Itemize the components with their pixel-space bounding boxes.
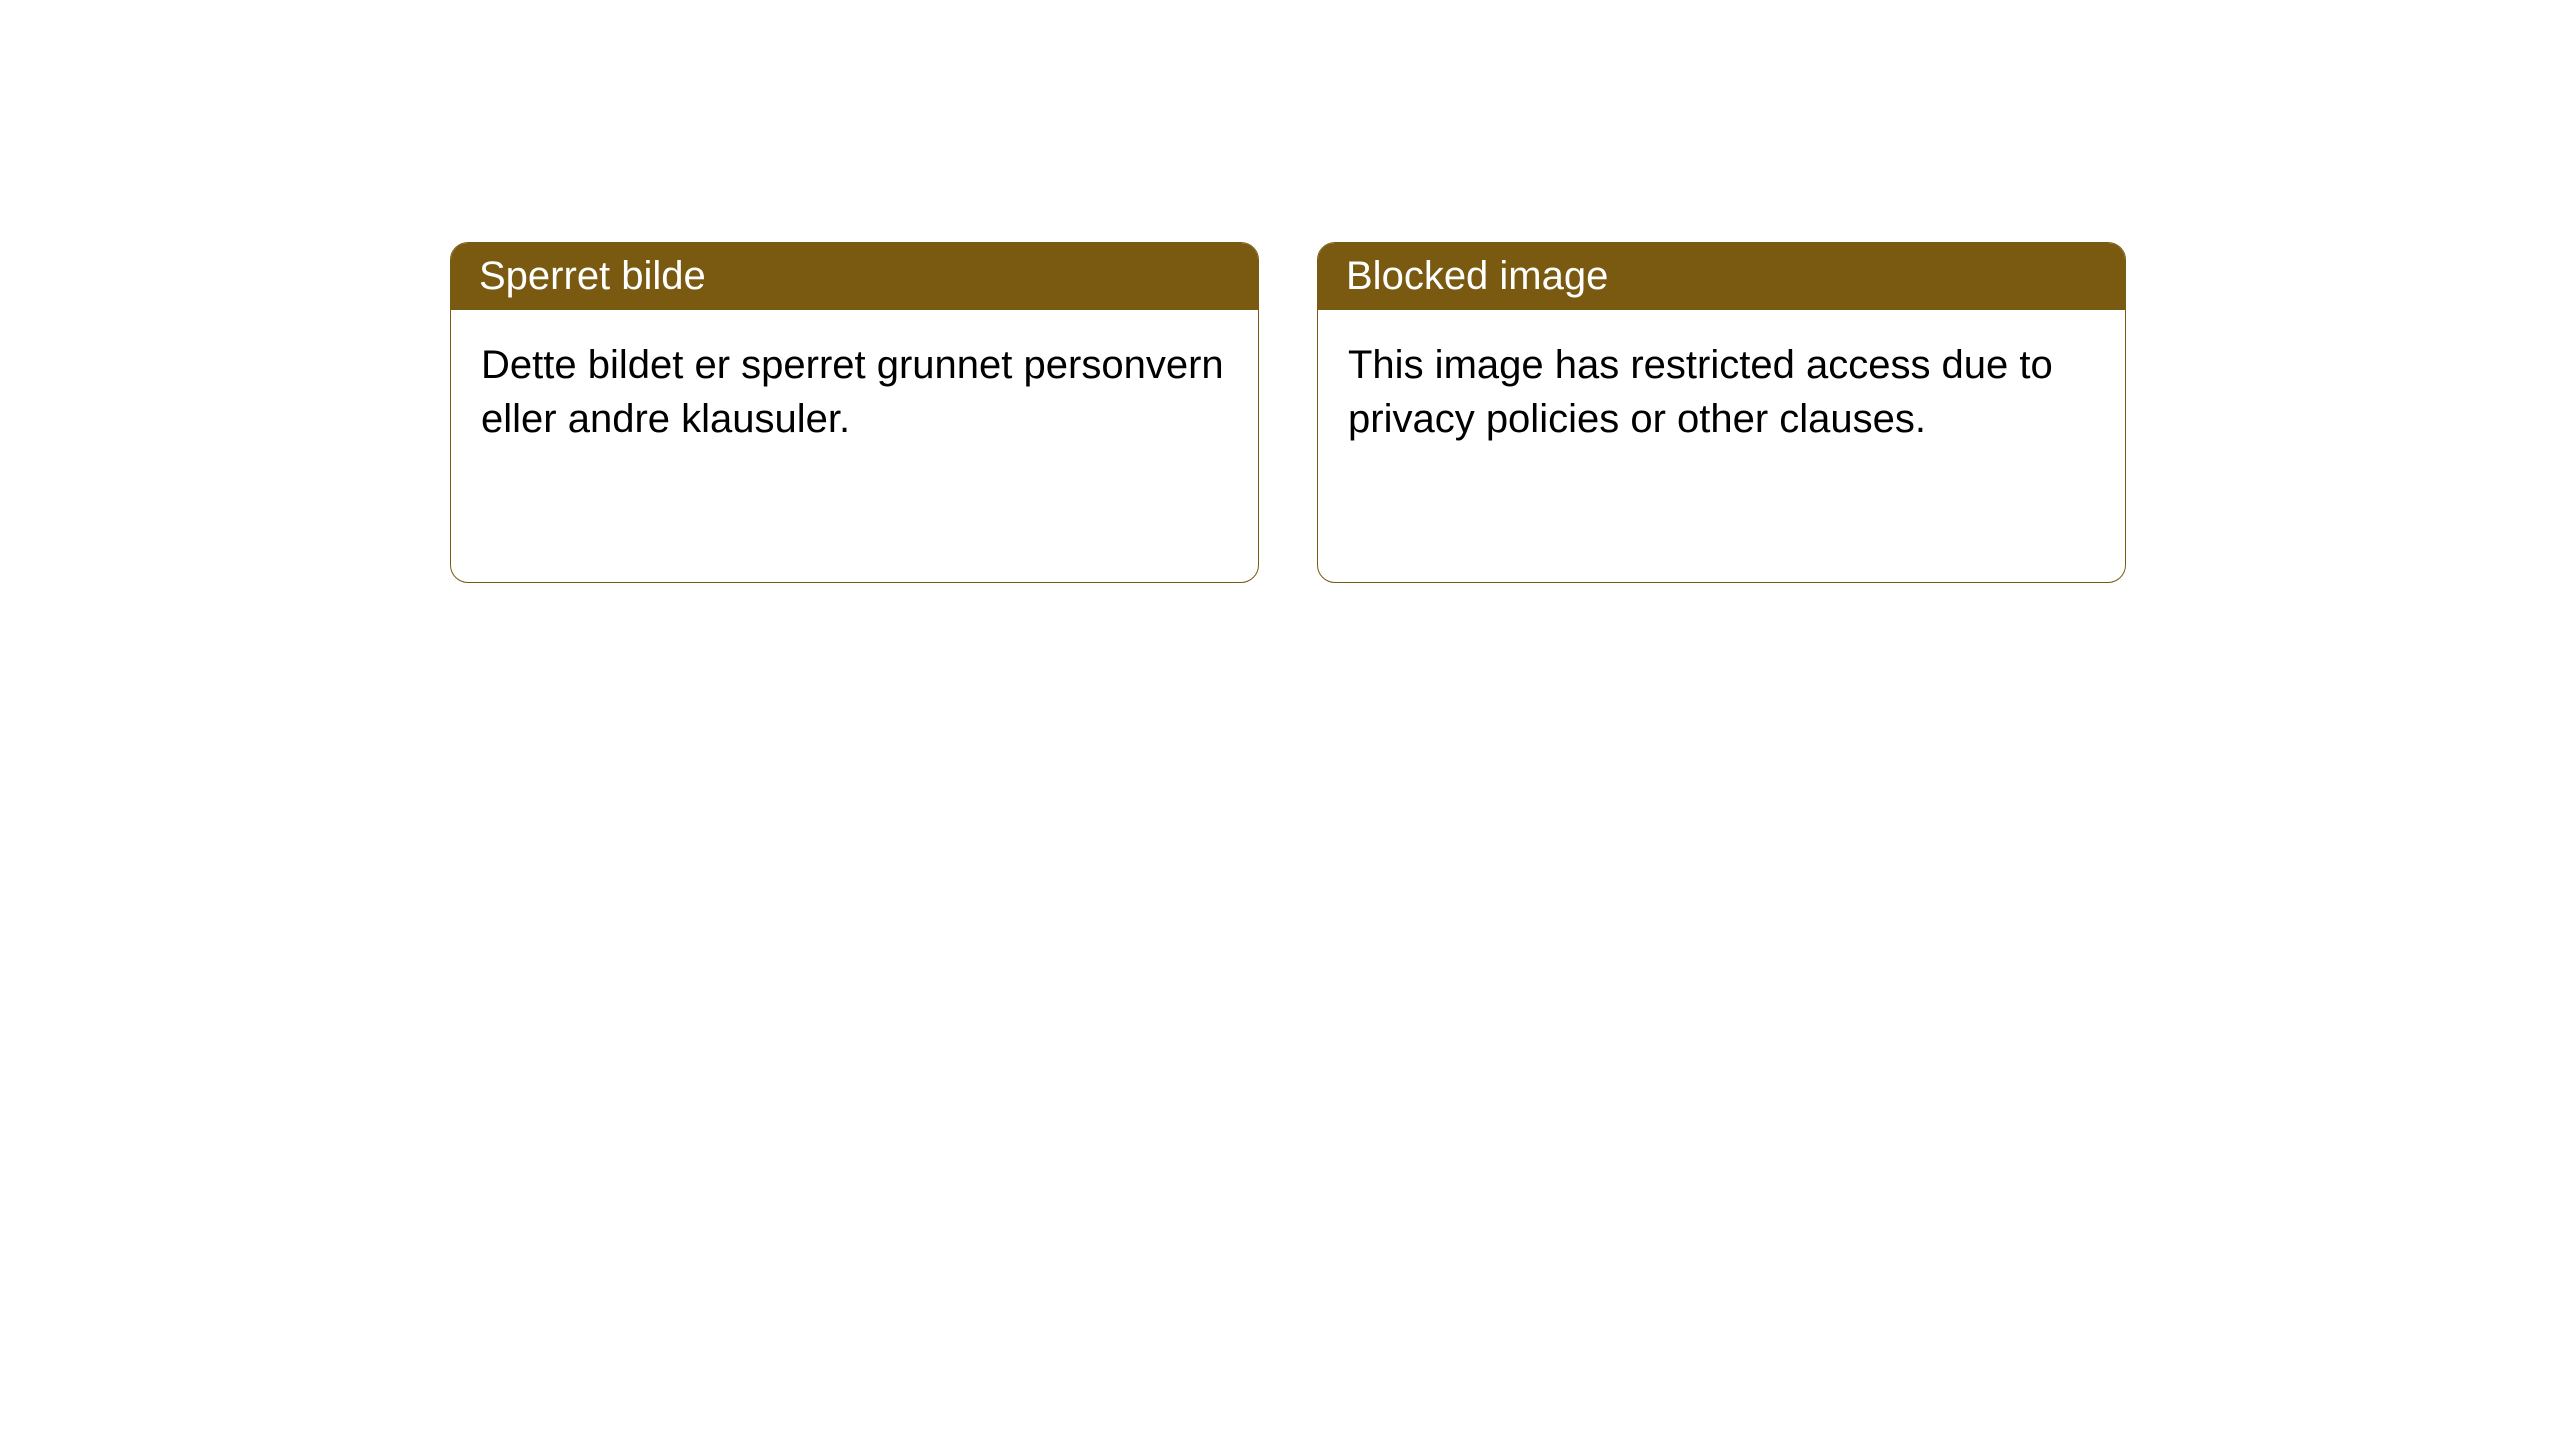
card-title: Blocked image	[1346, 254, 1608, 298]
notice-cards-container: Sperret bilde Dette bildet er sperret gr…	[450, 242, 2126, 583]
card-header: Blocked image	[1318, 243, 2125, 310]
card-body-text: This image has restricted access due to …	[1348, 343, 2053, 441]
card-body: This image has restricted access due to …	[1318, 310, 2125, 582]
card-title: Sperret bilde	[479, 254, 706, 298]
card-body: Dette bildet er sperret grunnet personve…	[451, 310, 1258, 582]
notice-card-norwegian: Sperret bilde Dette bildet er sperret gr…	[450, 242, 1259, 583]
card-body-text: Dette bildet er sperret grunnet personve…	[481, 343, 1224, 441]
card-header: Sperret bilde	[451, 243, 1258, 310]
notice-card-english: Blocked image This image has restricted …	[1317, 242, 2126, 583]
